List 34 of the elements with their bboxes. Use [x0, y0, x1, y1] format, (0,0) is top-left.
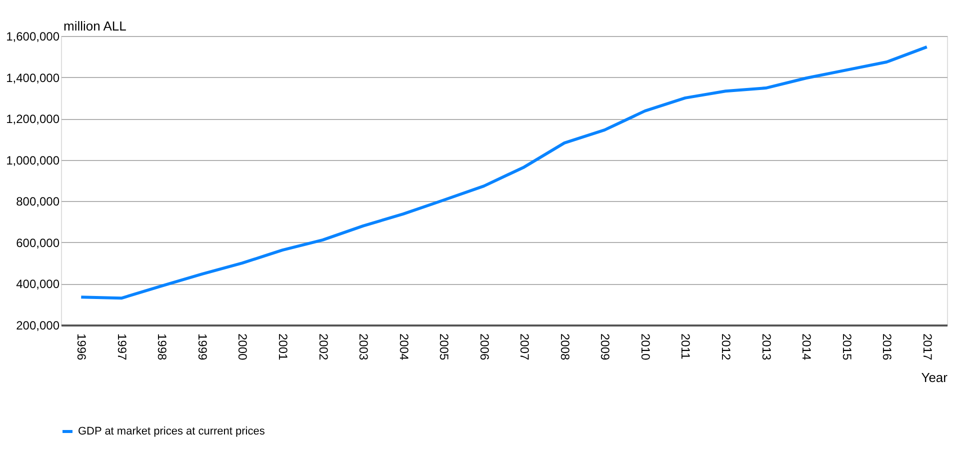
x-tick-label: 2017 [920, 334, 934, 361]
x-tick-label: 2013 [759, 334, 774, 361]
x-tick-label: 1997 [114, 334, 129, 361]
x-tick-label: 2012 [719, 334, 733, 361]
x-tick-label: 2014 [800, 334, 814, 361]
y-tick-label: 1,400,000 [6, 70, 60, 85]
x-tick-label: 2006 [477, 334, 492, 361]
x-tick-label: 2008 [558, 334, 572, 361]
x-tick-label: 2011 [678, 334, 693, 360]
x-tick-label: 2009 [598, 334, 612, 361]
y-axis-title: million ALL [64, 18, 126, 34]
x-tick-label: 2000 [236, 334, 250, 361]
y-tick-label: 1,600,000 [6, 30, 60, 44]
line-series [80, 45, 928, 300]
x-tick-label: 2003 [356, 334, 371, 361]
x-tick-label: 2007 [518, 334, 532, 361]
x-tick-label: 1996 [74, 334, 89, 361]
x-tick-label: 2001 [276, 334, 290, 361]
x-axis-title: Year [921, 370, 948, 386]
y-tick-label: 200,000 [16, 318, 60, 332]
x-tick-label: 2010 [638, 334, 652, 361]
legend-label: GDP at market prices at current prices [78, 426, 266, 438]
x-tick-label: 2015 [840, 334, 854, 361]
y-tick-label: 600,000 [16, 236, 60, 250]
x-tick-label: 1998 [155, 334, 170, 361]
y-tick-label: 1,000,000 [6, 153, 60, 168]
x-tick-label: 2005 [437, 334, 452, 361]
y-tick-label: 1,200,000 [6, 112, 60, 126]
x-tick-label: 1999 [195, 334, 210, 361]
y-tick-label: 800,000 [16, 194, 60, 209]
x-tick-label: 2002 [316, 334, 330, 361]
y-tick-label: 400,000 [16, 277, 60, 292]
x-tick-label: 2004 [396, 334, 411, 361]
x-tick-label: 2016 [880, 334, 894, 361]
